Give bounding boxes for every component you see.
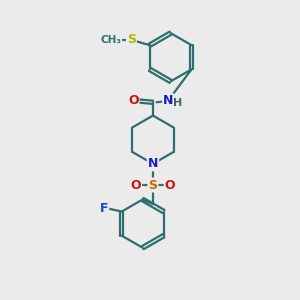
Text: S: S — [148, 178, 158, 191]
Text: CH₃: CH₃ — [100, 35, 121, 45]
Text: O: O — [128, 94, 139, 107]
Text: N: N — [148, 157, 158, 170]
Text: O: O — [130, 178, 141, 191]
Text: S: S — [127, 33, 136, 46]
Text: N: N — [163, 94, 173, 107]
Text: H: H — [173, 98, 182, 108]
Text: F: F — [100, 202, 108, 215]
Text: O: O — [165, 178, 175, 191]
